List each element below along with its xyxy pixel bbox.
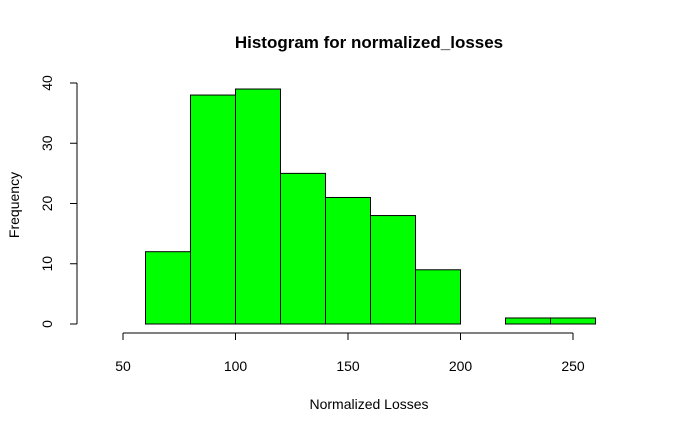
y-axis-label: Frequency [6,172,22,238]
x-axis: 50 100 150 200 250 [115,332,585,374]
x-tick-label: 250 [561,358,585,374]
y-tick-label: 40 [39,75,55,91]
histogram-bar [235,88,281,325]
x-tick-label: 100 [224,358,248,374]
x-tick-label: 150 [336,358,360,374]
histogram-bar [550,317,596,325]
histogram-bar [370,215,416,325]
histogram-bar [280,172,326,325]
histogram-bar [145,251,191,325]
y-tick-label: 10 [39,256,55,272]
x-tick-label: 50 [115,358,131,374]
histogram-bar [190,94,236,325]
x-axis-label: Normalized Losses [309,396,428,412]
x-tick-label: 200 [449,358,473,374]
y-tick-label: 30 [39,135,55,151]
histogram-bar [415,269,461,325]
y-tick-label: 20 [39,196,55,212]
y-tick-label: 0 [39,320,55,328]
bars-group [145,88,596,325]
y-axis: 0 10 20 30 40 [39,75,78,328]
histogram-bar [325,196,371,325]
chart-title: Histogram for normalized_losses [235,33,503,52]
histogram-bar [505,317,551,325]
